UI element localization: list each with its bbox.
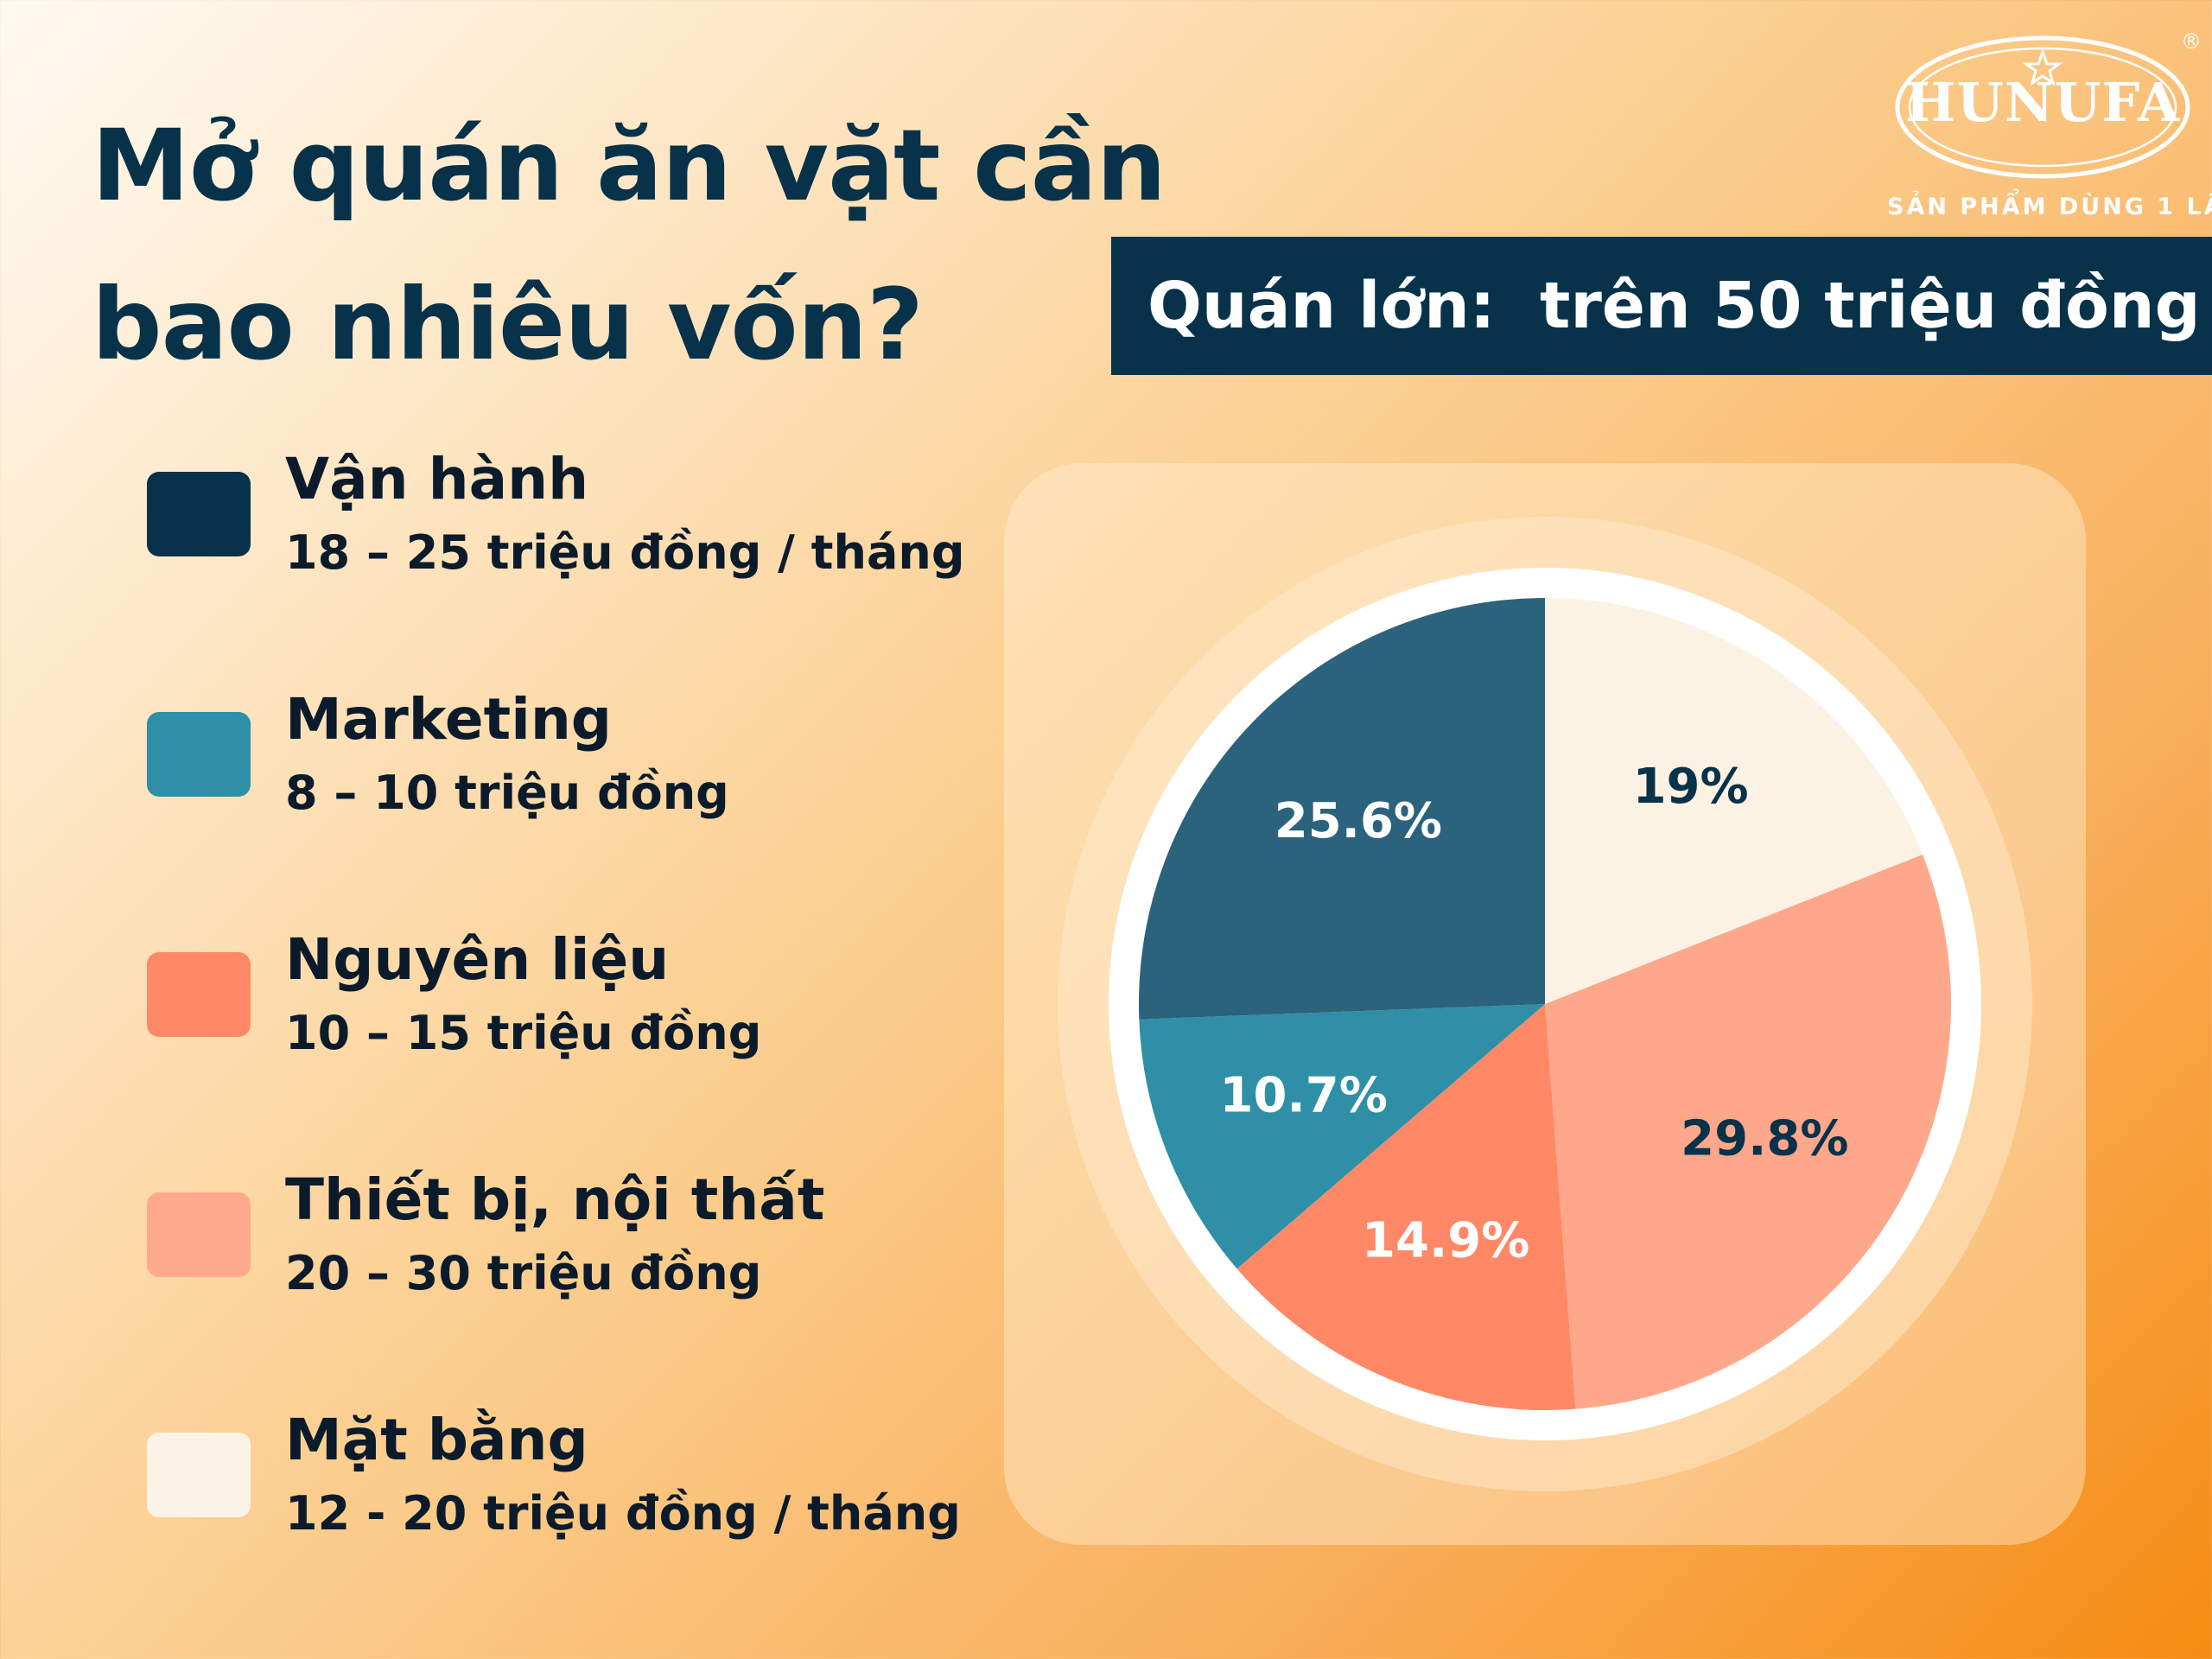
pie-slice xyxy=(1545,854,1951,1409)
brand-logo: HUNUFA ® SẢN PHẨM DÙNG 1 LẦN xyxy=(1887,29,2212,237)
pie-slice-label: 29.8% xyxy=(1681,1110,1848,1166)
legend-label: Vận hành xyxy=(285,446,589,512)
pie-slice xyxy=(1236,1004,1576,1410)
title-line-1: Mở quán ăn vặt cần xyxy=(92,108,1166,223)
legend-label: Nguyên liệu xyxy=(285,926,670,993)
pie-slice-label: 14.9% xyxy=(1362,1212,1529,1268)
legend-value: 8 – 10 triệu đồng xyxy=(285,766,729,820)
legend-swatch xyxy=(147,1192,251,1277)
legend-item-van-hanh: Vận hành 18 – 25 triệu đồng / tháng xyxy=(147,446,1011,619)
pie-slice xyxy=(1138,598,1545,1020)
title-line-2: bao nhiêu vốn? xyxy=(92,267,924,382)
pie-slice-label: 25.6% xyxy=(1274,793,1442,849)
legend-value: 10 – 15 triệu đồng xyxy=(285,1006,762,1060)
brand-name: HUNUFA xyxy=(1905,71,2180,134)
pie-slice-label: 19% xyxy=(1633,759,1749,815)
pie-slice-label: 10.7% xyxy=(1220,1068,1388,1124)
pie-slice xyxy=(1139,1004,1545,1269)
legend-label: Marketing xyxy=(285,686,613,753)
registered-mark: ® xyxy=(2181,29,2202,54)
pie-chart: 19% 29.8% 14.9% 10.7% 25.6% xyxy=(1058,517,2032,1491)
legend-label: Thiết bị, nội thất xyxy=(285,1166,825,1233)
legend-item-mat-bang: Mặt bằng 12 - 20 triệu đồng / tháng xyxy=(147,1407,1011,1580)
pie-chart-card: 19% 29.8% 14.9% 10.7% 25.6% xyxy=(1004,463,2086,1545)
pie-slice xyxy=(1545,598,1923,1004)
legend-swatch xyxy=(147,1433,251,1517)
legend-item-thiet-bi: Thiết bị, nội thất 20 – 30 triệu đồng xyxy=(147,1166,1011,1339)
page-title: Mở quán ăn vặt cần bao nhiêu vốn? xyxy=(92,86,1172,404)
large-shop-banner: Quán lớn: trên 50 triệu đồng xyxy=(1111,237,2212,375)
banner-text: Quán lớn: trên 50 triệu đồng xyxy=(1147,269,2201,343)
legend-value: 12 - 20 triệu đồng / tháng xyxy=(285,1486,961,1541)
star-icon xyxy=(2022,48,2063,86)
legend-item-marketing: Marketing 8 – 10 triệu đồng xyxy=(147,686,1011,859)
legend-value: 20 – 30 triệu đồng xyxy=(285,1246,762,1300)
legend-swatch xyxy=(147,952,251,1037)
legend-swatch xyxy=(147,712,251,797)
brand-tagline: SẢN PHẨM DÙNG 1 LẦN xyxy=(1887,194,2212,220)
legend-label: Mặt bằng xyxy=(285,1407,588,1473)
legend-swatch xyxy=(147,472,251,556)
legend-item-nguyen-lieu: Nguyên liệu 10 – 15 triệu đồng xyxy=(147,926,1011,1099)
legend-value: 18 – 25 triệu đồng / tháng xyxy=(285,525,965,580)
